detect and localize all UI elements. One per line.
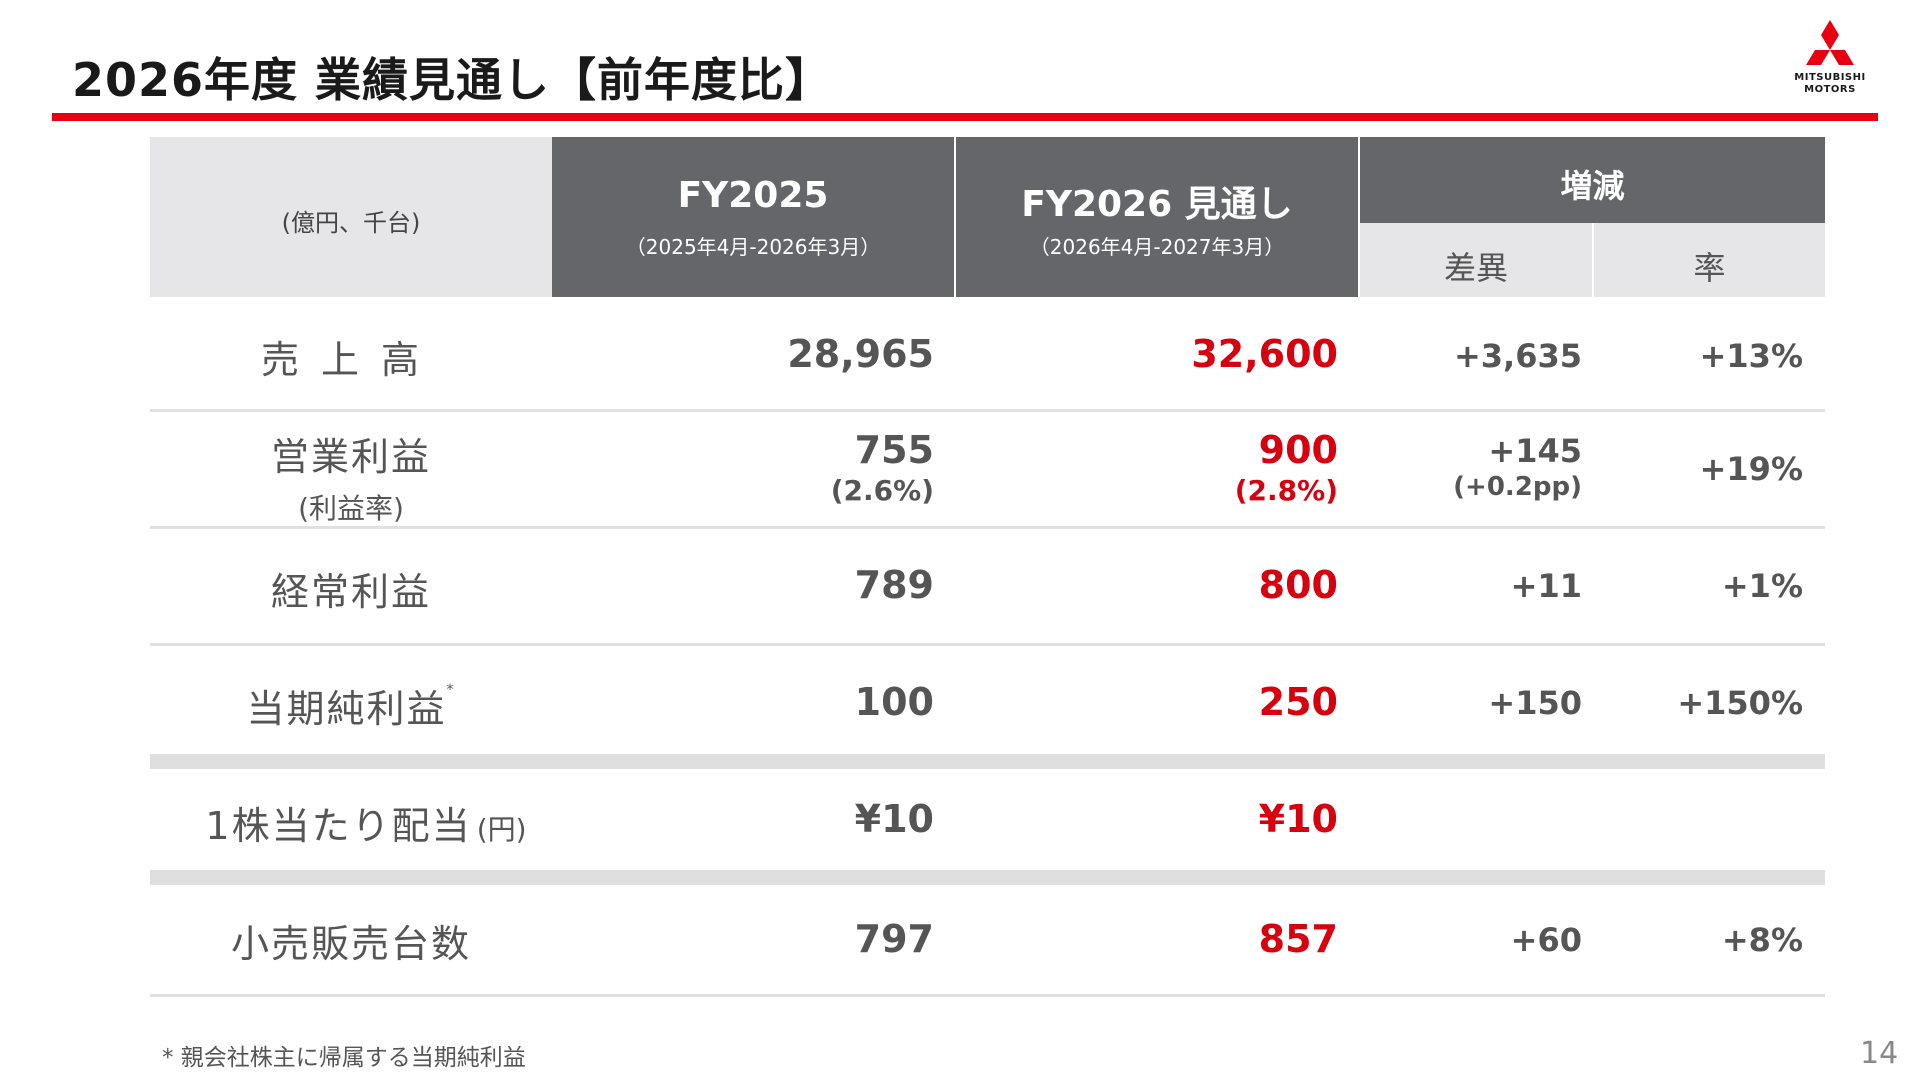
unit-label: (億円、千台) [281, 209, 421, 237]
row-label: 当期純利益* [246, 682, 456, 731]
table-header: (億円、千台) FY2025 （2025年4月-2026年3月） FY2026 … [150, 137, 1825, 297]
diff-value: +145 (+0.2pp) [1360, 412, 1582, 526]
fy2026-value: 900 (2.8%) [956, 412, 1338, 526]
section-divider [150, 870, 1825, 885]
fy2026-label: FY2026 見通し [1021, 184, 1293, 225]
table-row: 1株当たり配当 (円) ¥10 ¥10 [150, 769, 1825, 870]
rate-value: +150% [1677, 684, 1803, 722]
fy2025-period: （2025年4月-2026年3月） [625, 235, 881, 259]
rate-value: +1% [1721, 567, 1803, 605]
three-diamonds-icon [1806, 20, 1854, 65]
section-divider [150, 754, 1825, 769]
fy2026-value: 857 [1258, 917, 1338, 961]
row-label: 売上高 [260, 338, 441, 382]
diff-subvalue: (+0.2pp) [1453, 472, 1582, 502]
table-row: 小売販売台数 797 857 +60 +8% [150, 885, 1825, 994]
change-label: 増減 [1560, 167, 1625, 205]
rate-header: 率 [1594, 223, 1825, 297]
row-divider [150, 643, 1825, 646]
row-divider [150, 994, 1825, 997]
fy2025-subvalue: (2.6%) [830, 474, 934, 507]
page-number: 14 [1860, 1036, 1899, 1071]
fy2026-header: FY2026 見通し （2026年4月-2027年3月） [956, 137, 1358, 297]
forecast-table: (億円、千台) FY2025 （2025年4月-2026年3月） FY2026 … [150, 137, 1825, 997]
diff-value: +60 [1510, 921, 1582, 959]
page-title: 2026年度 業績見通し【前年度比】 [72, 53, 833, 107]
unit-header: (億円、千台) [150, 137, 552, 297]
fy2025-value: 797 [854, 917, 934, 961]
diff-value: +3,635 [1453, 337, 1582, 375]
table-row: 営業利益 (利益率) 755 (2.6%) 900 (2.8%) +145 (+… [150, 412, 1825, 526]
table-row: 当期純利益* 100 250 +150 +150% [150, 646, 1825, 754]
footnote: * 親会社株主に帰属する当期純利益 [162, 1045, 526, 1071]
row-label: 小売販売台数 [230, 922, 471, 966]
fy2026-period: （2026年4月-2027年3月） [1029, 235, 1285, 259]
table-row: 経常利益 789 800 +11 +1% [150, 529, 1825, 643]
fy2026-value: 800 [1258, 563, 1338, 607]
diff-header: 差異 [1360, 223, 1592, 297]
fy2026-value: 250 [1258, 680, 1338, 724]
row-unit: (円) [476, 813, 527, 846]
fy2026-subvalue: (2.8%) [1234, 474, 1338, 507]
fy2025-value: ¥10 [854, 797, 934, 841]
fy2025-value: 28,965 [787, 332, 934, 376]
mitsubishi-logo: MITSUBISHI MOTORS [1770, 18, 1890, 98]
row-divider [150, 409, 1825, 412]
row-sublabel: (利益率) [298, 492, 404, 525]
row-label: 営業利益 (利益率) [150, 412, 552, 526]
diff-value: +150 [1488, 684, 1582, 722]
fy2025-header: FY2025 （2025年4月-2026年3月） [552, 137, 954, 297]
row-label: 経常利益 [270, 570, 431, 614]
fy2025-value: 789 [854, 563, 934, 607]
fy2026-value: 32,600 [1191, 332, 1338, 376]
diff-label: 差異 [1443, 249, 1508, 287]
fy2025-value: 755 (2.6%) [552, 412, 934, 526]
diff-value [1360, 769, 1582, 870]
logo-text-line1: MITSUBISHI [1794, 72, 1866, 83]
footnote-mark: * [446, 682, 456, 698]
rate-label: 率 [1693, 249, 1726, 287]
fy2025-value: 100 [854, 680, 934, 724]
row-label: 1株当たり配当 (円) [205, 804, 527, 848]
fy2025-label: FY2025 [677, 175, 829, 216]
row-divider [150, 526, 1825, 529]
diff-value: +11 [1510, 567, 1582, 605]
change-header: 増減 [1360, 137, 1825, 223]
rate-value: +13% [1699, 337, 1803, 375]
rate-value: +19% [1699, 450, 1803, 488]
logo-text-line2: MOTORS [1804, 84, 1856, 95]
title-underline [52, 113, 1878, 121]
table-row: 売上高 28,965 32,600 +3,635 +13% [150, 297, 1825, 409]
rate-value: +8% [1721, 921, 1803, 959]
fy2026-value: ¥10 [1258, 797, 1338, 841]
rate-value [1594, 769, 1803, 870]
